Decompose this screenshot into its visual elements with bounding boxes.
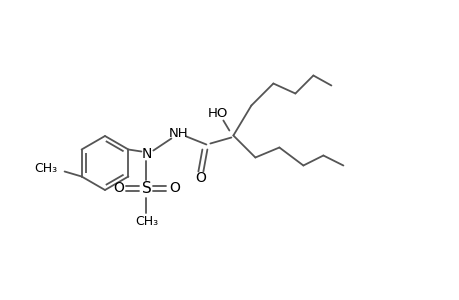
Text: NH: NH (168, 127, 188, 140)
Text: CH₃: CH₃ (134, 215, 157, 228)
Text: O: O (195, 172, 205, 185)
Text: O: O (113, 182, 123, 196)
Text: CH₃: CH₃ (34, 162, 57, 175)
Text: N: N (141, 146, 151, 161)
Text: S: S (141, 181, 151, 196)
Text: O: O (168, 182, 179, 196)
Text: HO: HO (208, 107, 228, 120)
